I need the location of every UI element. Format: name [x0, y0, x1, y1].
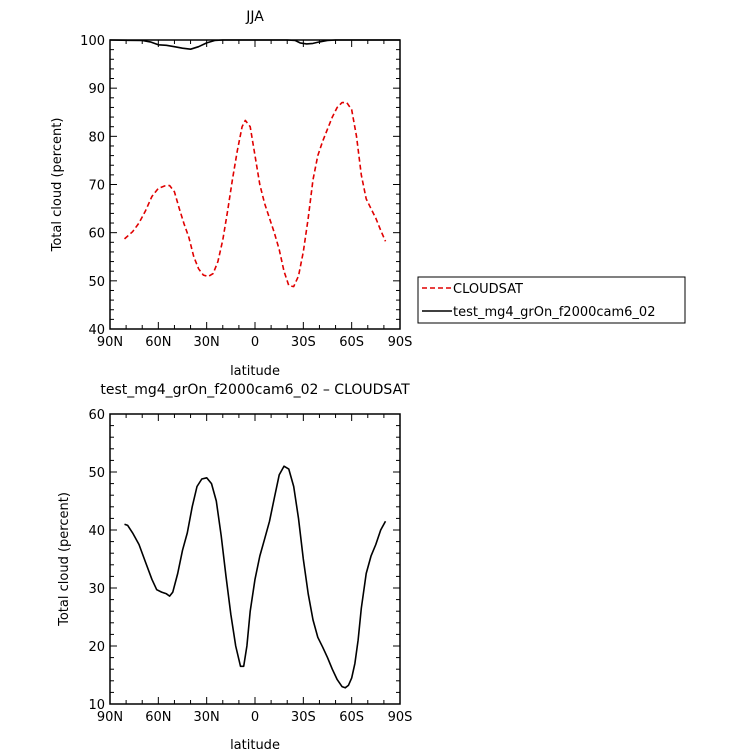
x-tick-label: 30N: [194, 335, 220, 350]
y-tick-label: 60: [88, 227, 105, 242]
chart-title-bottom: test_mg4_grOn_f2000cam6_02 – CLOUDSAT: [100, 382, 410, 398]
y-tick-label: 60: [88, 408, 105, 423]
tick-marks-bottom: 90N 60N 30N 0 30S 60S 90S 10 20 30 40 50 60: [88, 408, 412, 725]
x-tick-label: 0: [251, 335, 259, 350]
y-axis-label-bottom: Total cloud (percent): [57, 492, 72, 627]
series-line-0: [123, 101, 387, 288]
plot-frame-bottom: [109, 413, 401, 705]
y-tick-label: 100: [80, 34, 105, 49]
series-lines-top: [109, 39, 400, 288]
x-tick-label: 90S: [388, 710, 413, 725]
plot-frame-top: [109, 39, 401, 330]
x-tick-label: 30N: [194, 710, 220, 725]
y-tick-label: 90: [88, 82, 105, 97]
y-tick-label: 50: [88, 275, 105, 290]
x-tick-label: 90N: [97, 335, 123, 350]
x-tick-label: 60N: [145, 335, 171, 350]
y-tick-label: 40: [88, 323, 105, 338]
series-line-1: [109, 39, 400, 51]
y-tick-label: 70: [88, 179, 105, 194]
x-tick-label: 90S: [388, 335, 413, 350]
y-tick-label: 50: [88, 466, 105, 481]
x-tick-label: 0: [251, 710, 259, 725]
x-tick-label: 90N: [97, 710, 123, 725]
y-tick-label: 20: [88, 640, 105, 655]
chart-title-top: JJA: [245, 9, 264, 25]
x-tick-label: 30S: [291, 710, 316, 725]
tick-marks-top: 90N 60N 30N 0 30S 60S 90S 40 50 60 70 80 90 100: [80, 34, 412, 350]
panel-bottom-difference: test_mg4_grOn_f2000cam6_02 – CLOUDSAT 90…: [57, 382, 412, 753]
legend-label-cloudsat: CLOUDSAT: [453, 282, 523, 297]
x-tick-label: 60S: [339, 710, 364, 725]
x-tick-label: 30S: [291, 335, 316, 350]
y-tick-label: 10: [88, 698, 105, 713]
y-tick-label: 30: [88, 582, 105, 597]
x-axis-label-bottom: latitude: [230, 738, 280, 753]
panel-top-jja: JJA 90N 60N 30N 0 30S 60S 90S 40 50 60 70 80 90 100 l…: [50, 9, 686, 379]
legend-box: [417, 276, 686, 324]
x-tick-label: 60N: [145, 710, 171, 725]
legend: CLOUDSAT test_mg4_grOn_f2000cam6_02: [417, 276, 686, 324]
series-line-0: [124, 465, 387, 689]
x-tick-label: 60S: [339, 335, 364, 350]
legend-label-model: test_mg4_grOn_f2000cam6_02: [453, 305, 655, 320]
y-tick-label: 80: [88, 130, 105, 145]
x-axis-label-top: latitude: [230, 364, 280, 379]
y-tick-label: 40: [88, 524, 105, 539]
y-axis-label-top: Total cloud (percent): [50, 118, 65, 253]
series-lines-bottom: [124, 465, 387, 689]
